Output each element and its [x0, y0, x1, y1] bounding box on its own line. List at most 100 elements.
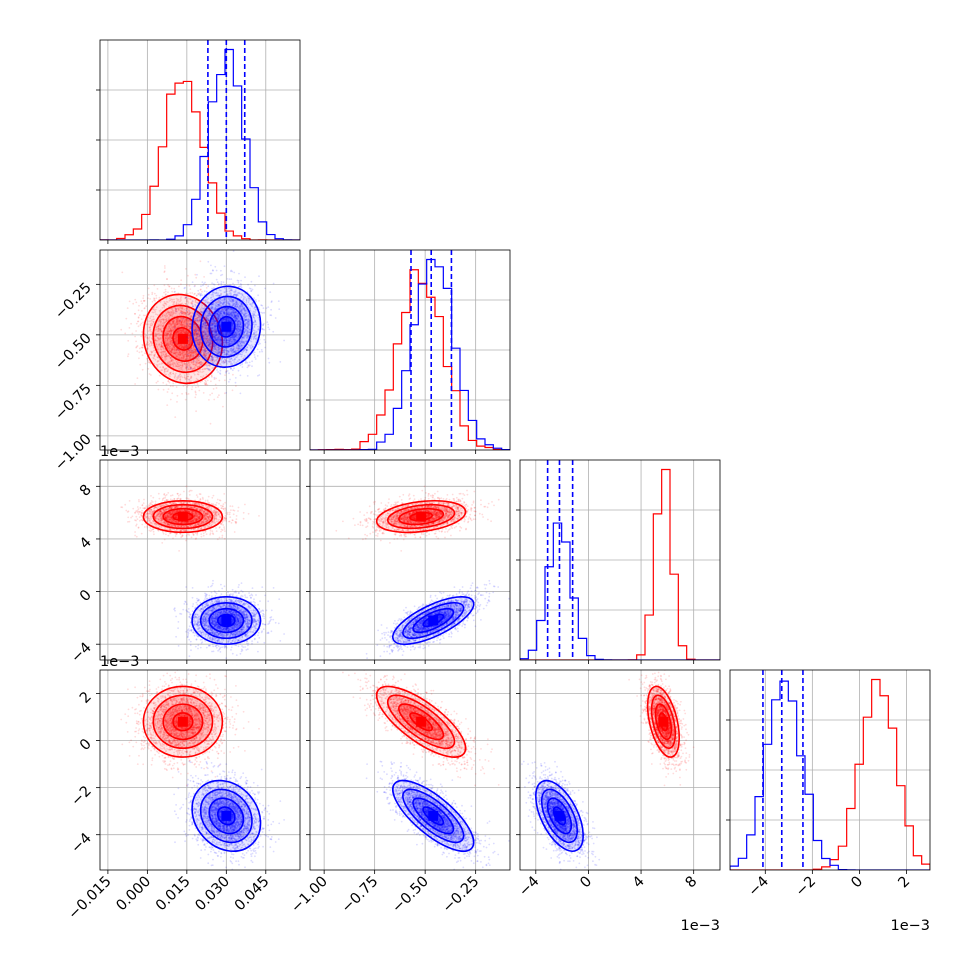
sample-point — [164, 267, 166, 269]
sample-point — [150, 353, 153, 356]
sample-point — [200, 364, 203, 366]
sample-point — [199, 308, 202, 311]
sample-point — [258, 351, 261, 353]
sample-point — [186, 323, 188, 325]
sample-point — [141, 368, 144, 371]
sample-point — [184, 362, 187, 365]
sample-point — [169, 364, 172, 367]
sample-point — [155, 306, 158, 309]
sample-point — [176, 323, 179, 326]
sample-point — [163, 314, 166, 317]
sample-point — [171, 346, 173, 349]
sample-point — [187, 325, 190, 328]
sample-point — [175, 303, 178, 306]
sample-point — [195, 361, 198, 364]
sample-point — [184, 332, 187, 335]
sample-point — [149, 298, 151, 300]
sample-point — [247, 283, 250, 286]
sample-point — [172, 320, 174, 323]
sample-point — [174, 375, 177, 377]
sample-point — [202, 331, 205, 334]
sample-point — [164, 288, 167, 291]
sample-point — [157, 327, 160, 330]
sample-point — [170, 359, 173, 361]
sample-point — [175, 365, 177, 367]
sample-point — [194, 361, 197, 363]
sample-point — [255, 300, 257, 303]
sample-point — [203, 352, 205, 355]
sample-point — [127, 339, 130, 342]
sample-point — [182, 330, 185, 332]
sample-point — [160, 331, 163, 333]
sample-point — [163, 302, 166, 305]
sample-point — [166, 312, 168, 315]
sample-point — [232, 373, 234, 376]
sample-point — [151, 293, 154, 296]
sample-point — [185, 268, 187, 270]
sample-point — [168, 347, 171, 350]
sample-point — [172, 372, 174, 375]
sample-point — [165, 313, 168, 316]
sample-point — [142, 314, 145, 317]
sample-point — [195, 410, 197, 413]
sample-point — [211, 359, 214, 362]
sample-point — [189, 322, 192, 325]
sample-point — [246, 366, 249, 369]
sample-point — [167, 330, 170, 333]
sample-point — [173, 377, 176, 379]
sample-point — [218, 299, 220, 302]
sample-point — [158, 332, 160, 335]
sample-point — [176, 338, 178, 341]
sample-point — [182, 317, 185, 320]
sample-point — [173, 325, 176, 327]
sample-point — [199, 343, 201, 345]
sample-point — [192, 359, 195, 362]
sample-point — [158, 324, 161, 327]
sample-point — [163, 368, 166, 371]
sample-point — [207, 368, 210, 371]
sample-point — [157, 325, 159, 328]
sample-point — [165, 302, 167, 305]
sample-point — [177, 307, 179, 310]
sample-point — [274, 317, 277, 319]
sample-point — [185, 325, 188, 328]
sample-point — [190, 342, 193, 345]
sample-point — [224, 341, 227, 344]
sample-point — [162, 318, 164, 320]
sample-point — [204, 383, 206, 386]
sample-point — [140, 350, 143, 353]
sample-point — [181, 392, 183, 395]
sample-point — [210, 359, 212, 361]
sample-point — [165, 334, 167, 337]
sample-point — [180, 329, 183, 332]
sample-point — [212, 388, 215, 390]
sample-point — [159, 346, 162, 349]
sample-point — [141, 302, 144, 305]
sample-point — [157, 330, 160, 333]
sample-point — [193, 351, 195, 353]
sample-point — [208, 365, 211, 368]
sample-point — [161, 350, 163, 353]
sample-point — [134, 312, 136, 315]
sample-point — [239, 392, 242, 395]
sample-point — [149, 317, 152, 320]
sample-point — [172, 322, 174, 324]
sample-point — [136, 320, 139, 323]
sample-point — [141, 331, 143, 333]
sample-point — [195, 318, 198, 320]
sample-point — [254, 356, 256, 359]
sample-point — [153, 292, 156, 295]
sample-point — [167, 344, 169, 346]
sample-point — [204, 353, 206, 356]
sample-point — [191, 292, 194, 294]
sample-point — [161, 307, 164, 309]
sample-point — [198, 343, 201, 346]
sample-point — [166, 338, 169, 341]
sample-point — [169, 351, 172, 353]
sample-point — [194, 396, 197, 399]
sample-point — [161, 325, 164, 328]
sample-point — [194, 332, 196, 335]
sample-point — [198, 338, 201, 341]
sample-point — [191, 367, 194, 370]
sample-point — [188, 344, 191, 346]
